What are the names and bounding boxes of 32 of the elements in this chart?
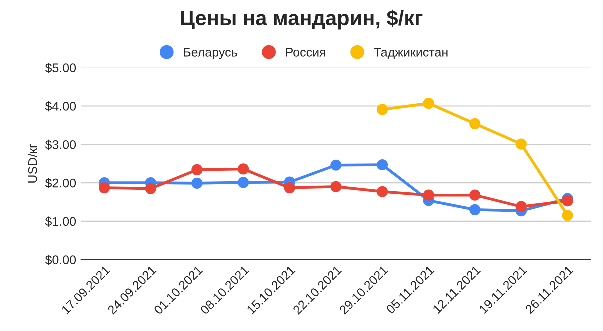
point xyxy=(238,164,250,175)
point xyxy=(330,181,342,192)
point xyxy=(284,182,296,194)
y-tick-label: $4.00 xyxy=(45,102,76,112)
point xyxy=(192,178,203,189)
point xyxy=(470,118,481,130)
point xyxy=(238,177,250,188)
point xyxy=(470,190,481,201)
legend-label: Россия xyxy=(286,48,326,57)
legend-label: Таджикистан xyxy=(374,48,448,60)
point xyxy=(376,104,388,116)
point xyxy=(376,159,388,171)
point xyxy=(562,196,574,207)
point xyxy=(516,201,528,212)
chart-title: Цены на мандарин, $/кг xyxy=(181,10,423,30)
point xyxy=(562,210,574,222)
point xyxy=(423,98,434,110)
y-tick-label: $1.00 xyxy=(45,216,76,227)
point xyxy=(376,186,388,198)
point xyxy=(423,190,434,201)
point xyxy=(330,160,342,171)
y-tick-label: $3.00 xyxy=(45,140,76,150)
y-tick-label: $2.00 xyxy=(45,178,76,188)
point xyxy=(145,183,156,194)
y-tick-label: $0.00 xyxy=(45,255,76,266)
legend-label: Беларусь xyxy=(184,48,238,60)
y-tick-label: $5.00 xyxy=(45,63,76,74)
y-axis-title: USD/кг xyxy=(28,144,38,183)
point xyxy=(99,182,110,194)
point xyxy=(192,164,203,176)
point xyxy=(470,204,481,216)
point xyxy=(516,138,528,150)
